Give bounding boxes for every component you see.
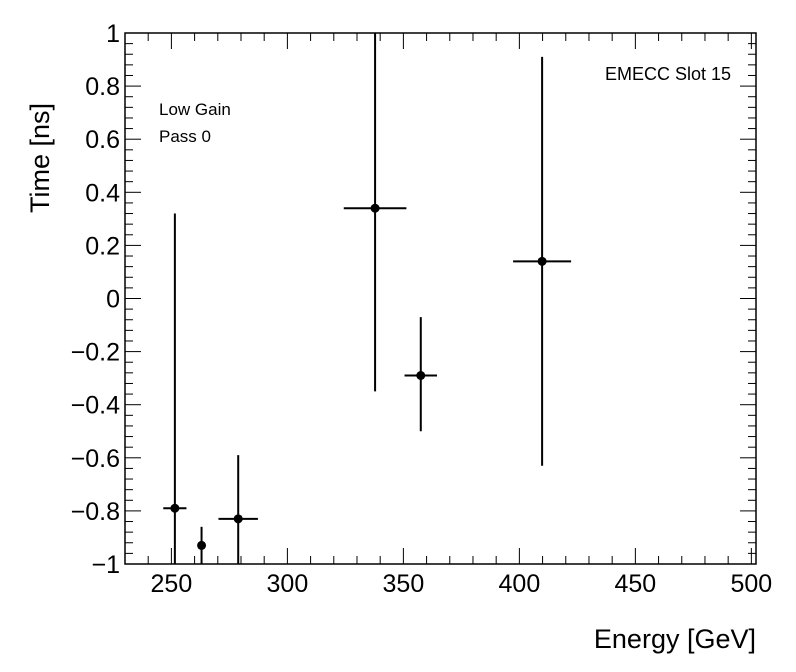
y-tick-label: 0 [106,286,120,314]
y-tick-label: 0.6 [85,126,120,154]
data-point [404,317,438,432]
x-tick-label: 450 [615,570,657,598]
tick-labels: 250 300 350 400 450 500 −1 −0.8 −0.6 −0.4 −0.2 0 0.2… [71,20,773,598]
ticks [124,32,756,565]
y-tick-label: −0.8 [71,498,120,526]
gain-annotation: Low Gain [159,100,231,119]
data-point [197,526,207,564]
y-tick-label: −1 [91,551,120,579]
data-marker [537,256,547,266]
x-tick-label: 350 [383,570,425,598]
x-tick-label: 300 [267,570,309,598]
data-points [163,33,572,564]
y-tick-label: 1 [106,20,120,48]
y-tick-label: −0.6 [71,445,120,473]
data-marker [416,370,426,380]
data-marker [197,540,207,550]
data-point [163,213,187,564]
y-tick-label: 0.4 [85,179,120,207]
y-tick-label: 0.8 [85,73,120,101]
x-tick-label: 250 [151,570,193,598]
y-tick-label: −0.4 [71,392,120,420]
x-axis-title: Energy [GeV] [594,624,756,654]
data-point [513,56,572,466]
data-point [343,33,407,392]
x-tick-label: 500 [731,570,773,598]
y-tick-label: −0.2 [71,339,120,367]
y-axis-title: Time [ns] [25,103,55,213]
data-marker [170,503,180,513]
pass-annotation: Pass 0 [159,127,211,146]
data-marker [370,203,380,213]
data-point [218,455,258,564]
y-tick-label: 0.2 [85,232,120,260]
slot-annotation: EMECC Slot 15 [605,64,731,84]
data-marker [233,514,243,524]
x-tick-label: 400 [499,570,541,598]
